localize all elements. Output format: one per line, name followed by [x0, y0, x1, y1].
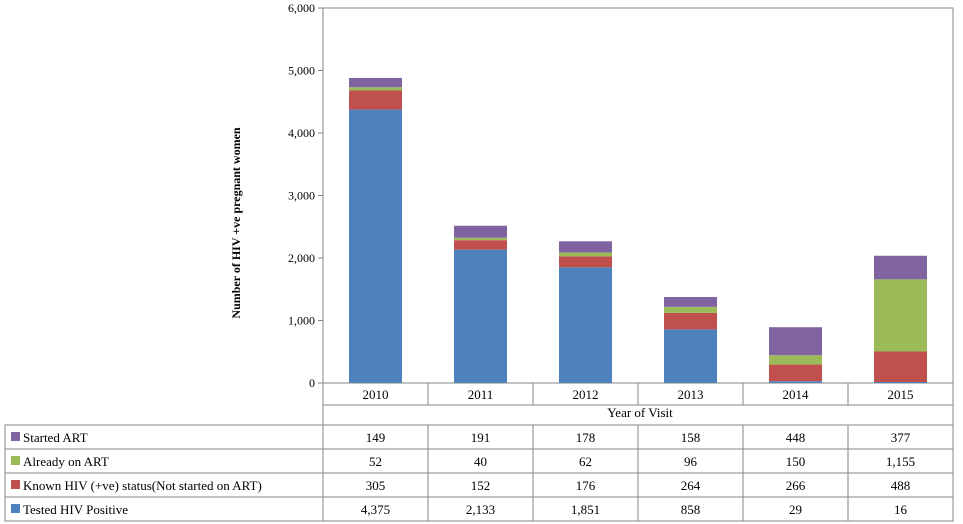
bar-segment-2011-known: [454, 240, 507, 250]
bar-segment-2011-tested: [454, 249, 507, 383]
data-label: 264: [681, 478, 701, 493]
plot-area: [322, 7, 954, 384]
data-label: 305: [366, 478, 386, 493]
data-table: 2010 2011 2012 2013 2014 2015 Started ART 149 19…: [4, 383, 954, 522]
bar-segment-2010-known: [349, 90, 402, 110]
data-label: 1,851: [571, 502, 600, 517]
bar-segment-2011-already: [454, 237, 507, 241]
y-tick-label: 0: [309, 376, 315, 390]
data-label: 29: [789, 502, 802, 517]
bar-segment-2013-known: [664, 312, 717, 330]
y-tick-label: 4,000: [288, 126, 315, 140]
x-tick-label: 2014: [783, 387, 810, 402]
data-label: 858: [681, 502, 701, 517]
bar-segment-2012-already: [559, 252, 612, 257]
bar-segment-2012-started: [559, 241, 612, 253]
data-label: 149: [366, 430, 386, 445]
bar-segment-2015-known: [874, 351, 927, 382]
legend-label: Tested HIV Positive: [23, 502, 128, 517]
x-tick-label: 2010: [363, 387, 389, 402]
data-label: 152: [471, 478, 491, 493]
data-label: 158: [681, 430, 701, 445]
data-label: 52: [369, 454, 382, 469]
bar-segment-2010-started: [349, 77, 402, 88]
bar-segment-2014-tested: [769, 381, 822, 383]
bar-segment-2013-started: [664, 297, 717, 307]
data-label: 2,133: [466, 502, 495, 517]
data-label: 488: [891, 478, 911, 493]
data-label: 96: [684, 454, 698, 469]
data-label: 1,155: [886, 454, 915, 469]
bar-segment-2010-tested: [349, 109, 402, 383]
x-tick-label: 2015: [888, 387, 914, 402]
y-tick-label: 2,000: [288, 251, 315, 265]
bar-segment-2011-started: [454, 225, 507, 238]
legend-label: Started ART: [23, 430, 88, 445]
bar-segment-2015-started: [874, 255, 927, 280]
data-label: 191: [471, 430, 491, 445]
y-axis: 0 1,000 2,000 3,000 4,000 5,000 6,000: [288, 1, 323, 390]
bar-segment-2013-already: [664, 306, 717, 313]
bar-segment-2012-known: [559, 256, 612, 268]
y-tick-label: 1,000: [288, 314, 315, 328]
bar-stacks: [349, 77, 927, 383]
data-label: 178: [576, 430, 596, 445]
y-tick-label: 3,000: [288, 189, 315, 203]
x-tick-label: 2013: [678, 387, 704, 402]
data-label: 40: [474, 454, 487, 469]
bar-segment-2010-already: [349, 87, 402, 91]
legend-swatch: [11, 480, 20, 489]
bar-segment-2014-started: [769, 327, 822, 356]
data-label: 4,375: [361, 502, 390, 517]
data-label: 266: [786, 478, 806, 493]
bar-segment-2012-tested: [559, 267, 612, 383]
legend-swatch: [11, 456, 20, 465]
data-label: 176: [576, 478, 596, 493]
x-tick-label: 2011: [468, 387, 494, 402]
bar-segment-2015-already: [874, 279, 927, 352]
legend-label: Known HIV (+ve) status(Not started on AR…: [23, 478, 262, 493]
data-label: 62: [579, 454, 592, 469]
data-label: 150: [786, 454, 806, 469]
x-axis-title: Year of Visit: [607, 405, 673, 420]
y-tick-label: 6,000: [288, 1, 315, 15]
bar-segment-2013-tested: [664, 329, 717, 383]
legend-swatch: [11, 432, 20, 441]
data-label: 16: [894, 502, 908, 517]
x-tick-label: 2012: [573, 387, 599, 402]
y-tick-label: 5,000: [288, 64, 315, 78]
legend-label: Already on ART: [23, 454, 109, 469]
legend-swatch: [11, 504, 20, 513]
data-label: 377: [891, 430, 911, 445]
bar-segment-2015-tested: [874, 382, 927, 383]
bar-segment-2014-known: [769, 364, 822, 382]
bar-segment-2014-already: [769, 355, 822, 365]
y-axis-title: Number of HIV +ve pregnant women: [229, 127, 243, 319]
data-label: 448: [786, 430, 806, 445]
plot-border: [322, 7, 954, 384]
